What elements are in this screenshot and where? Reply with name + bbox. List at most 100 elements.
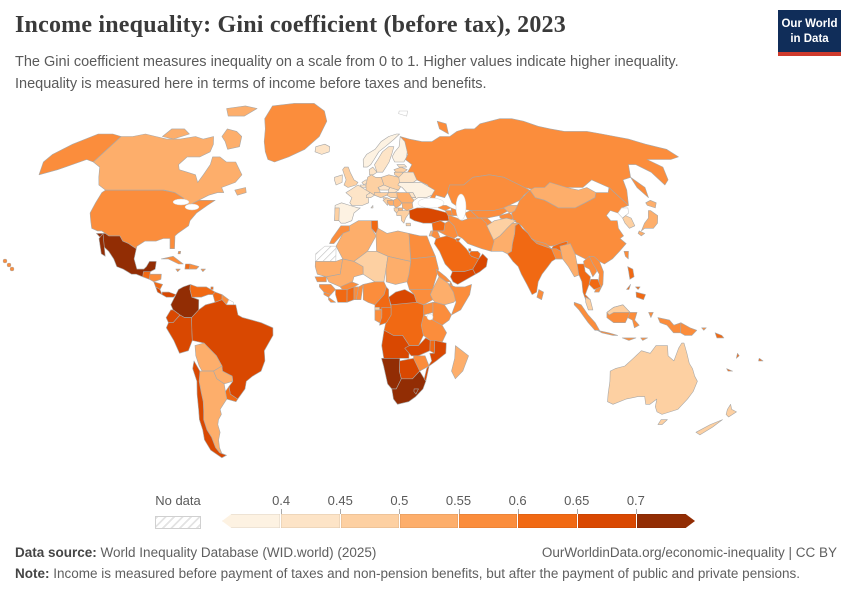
country-kuwait[interactable] xyxy=(455,238,461,242)
country-sudan[interactable] xyxy=(406,256,439,290)
country-greenland[interactable] xyxy=(263,103,328,163)
country-georgia[interactable] xyxy=(437,205,452,211)
country-mexico[interactable] xyxy=(98,233,106,257)
country-canada[interactable] xyxy=(221,128,242,150)
country-bahamas[interactable] xyxy=(177,251,181,255)
country-newzealand[interactable] xyxy=(695,419,723,436)
country-france[interactable] xyxy=(345,184,371,206)
country-greece[interactable] xyxy=(396,210,410,224)
country-belarus[interactable] xyxy=(398,171,418,183)
country-panama[interactable] xyxy=(161,291,177,298)
country-southkorea[interactable] xyxy=(622,215,636,229)
country-guatemala[interactable] xyxy=(142,271,151,280)
country-hawaii[interactable] xyxy=(2,258,8,264)
country-iran[interactable] xyxy=(447,215,495,252)
no-data-swatch[interactable] xyxy=(155,516,201,529)
legend-bin->0.7[interactable] xyxy=(636,514,695,528)
country-yemen[interactable] xyxy=(450,268,476,285)
country-turkey[interactable] xyxy=(408,207,450,224)
country-russia[interactable] xyxy=(630,177,649,198)
country-vietnam[interactable] xyxy=(588,256,604,293)
country-philippines[interactable] xyxy=(626,284,631,290)
country-cotedivoire[interactable] xyxy=(335,289,348,303)
country-canada[interactable] xyxy=(162,128,190,140)
country-indonesia[interactable] xyxy=(627,312,640,329)
country-chile[interactable] xyxy=(192,360,227,459)
country-solomonislands[interactable] xyxy=(714,332,725,339)
country-indonesia[interactable] xyxy=(596,330,618,336)
country-canada[interactable] xyxy=(226,105,258,117)
country-indonesia[interactable] xyxy=(657,317,682,334)
country-vanuatu[interactable] xyxy=(736,353,740,359)
country-estonia[interactable] xyxy=(396,164,407,168)
country-thailand[interactable] xyxy=(576,263,591,300)
country-france[interactable] xyxy=(370,205,374,209)
country-macedonia[interactable] xyxy=(397,207,403,211)
country-fiji[interactable] xyxy=(758,358,764,362)
country-ireland[interactable] xyxy=(334,174,343,186)
country-svalbard[interactable] xyxy=(398,110,408,117)
country-israel[interactable] xyxy=(428,230,434,237)
country-greece[interactable] xyxy=(405,222,411,227)
country-taiwan[interactable] xyxy=(623,251,629,260)
country-philippines[interactable] xyxy=(635,291,646,300)
country-papuanewguinea[interactable] xyxy=(680,322,698,336)
country-dominicanrep[interactable] xyxy=(189,263,200,270)
country-hawaii[interactable] xyxy=(9,266,15,272)
country-southafrica[interactable] xyxy=(391,370,427,405)
country-liberia[interactable] xyxy=(328,296,336,303)
legend-bin-0.6-0.65[interactable] xyxy=(518,514,577,528)
country-latvia[interactable] xyxy=(393,166,408,173)
country-philippines[interactable] xyxy=(635,286,641,290)
country-uk[interactable] xyxy=(342,166,359,188)
country-oman[interactable] xyxy=(472,253,488,275)
country-uae[interactable] xyxy=(468,251,481,260)
country-canada[interactable] xyxy=(234,187,247,196)
legend-bin-0.4-0.45[interactable] xyxy=(281,514,340,528)
country-indonesia[interactable] xyxy=(648,312,654,318)
country-hawaii[interactable] xyxy=(6,262,12,268)
country-benin[interactable] xyxy=(356,284,364,300)
country-russia[interactable] xyxy=(436,120,449,135)
country-poland[interactable] xyxy=(381,174,403,191)
country-puertorico[interactable] xyxy=(200,268,206,272)
country-malaysia[interactable] xyxy=(585,296,594,311)
owid-url-license[interactable]: OurWorldinData.org/economic-inequality |… xyxy=(541,545,837,560)
country-papuanewguinea[interactable] xyxy=(701,327,707,331)
country-malaysiaborneo[interactable] xyxy=(606,304,631,316)
legend-bin-0.65-0.7[interactable] xyxy=(577,514,636,528)
country-venezuela[interactable] xyxy=(189,284,216,298)
legend-bin-<0.4[interactable] xyxy=(222,514,281,528)
country-niger[interactable] xyxy=(353,251,389,283)
country-gabon[interactable] xyxy=(374,309,383,323)
owid-logo[interactable]: Our World in Data xyxy=(778,10,841,56)
country-westernsahara[interactable] xyxy=(315,245,337,262)
country-srilanka[interactable] xyxy=(536,289,544,300)
country-japan[interactable] xyxy=(637,230,645,237)
country-mexico[interactable] xyxy=(96,233,157,278)
country-chad[interactable] xyxy=(385,256,412,285)
country-malawi[interactable] xyxy=(429,340,436,354)
country-bulgaria[interactable] xyxy=(401,202,414,211)
country-jamaica[interactable] xyxy=(175,268,181,272)
country-senegal[interactable] xyxy=(314,276,327,283)
country-newzealand[interactable] xyxy=(725,404,737,418)
country-indonesia[interactable] xyxy=(621,337,637,341)
country-usa[interactable] xyxy=(38,133,122,176)
country-slovakia[interactable] xyxy=(388,187,399,193)
country-bosnia[interactable] xyxy=(386,200,395,206)
country-japan[interactable] xyxy=(645,200,657,209)
country-qatar[interactable] xyxy=(468,248,472,252)
country-eqguinea[interactable] xyxy=(374,307,380,311)
country-ukraine[interactable] xyxy=(397,182,436,201)
country-japan[interactable] xyxy=(641,210,658,232)
country-ethiopia[interactable] xyxy=(430,276,461,306)
country-denmark[interactable] xyxy=(368,166,378,176)
country-honduras[interactable] xyxy=(149,273,162,283)
country-angola[interactable] xyxy=(381,330,410,359)
country-finland[interactable] xyxy=(391,136,408,163)
country-mauritania[interactable] xyxy=(314,258,343,278)
country-somalia[interactable] xyxy=(448,284,472,316)
country-iceland[interactable] xyxy=(314,143,330,155)
country-australia[interactable] xyxy=(657,419,668,425)
